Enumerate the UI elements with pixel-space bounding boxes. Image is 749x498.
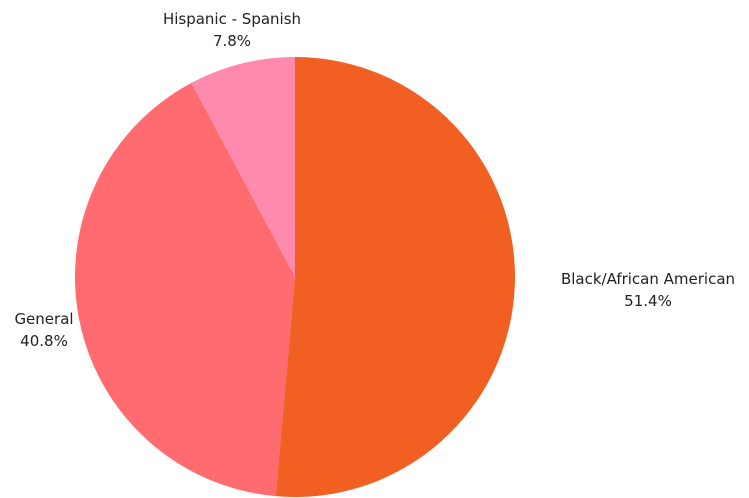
slice-category-label: General: [14, 310, 73, 328]
slice-label-general: General 40.8%: [14, 310, 73, 350]
pie-slice-hispanic-spanish: [191, 57, 295, 277]
slice-percent-label: 40.8%: [20, 332, 68, 350]
slice-category-label: Hispanic - Spanish: [163, 10, 301, 28]
pie-slice-general: [75, 82, 295, 497]
slice-label-hispanic-spanish: Hispanic - Spanish 7.8%: [163, 10, 301, 50]
pie-labels: Black/African American 51.4% General 40.8% H…: [14, 10, 735, 350]
pie-slices: [75, 57, 515, 497]
slice-percent-label: 51.4%: [624, 292, 672, 310]
slice-label-black-african-american: Black/African American 51.4%: [561, 270, 735, 310]
slice-percent-label: 7.8%: [213, 32, 251, 50]
slice-category-label: Black/African American: [561, 270, 735, 288]
pie-slice-black-african-american: [275, 57, 515, 497]
